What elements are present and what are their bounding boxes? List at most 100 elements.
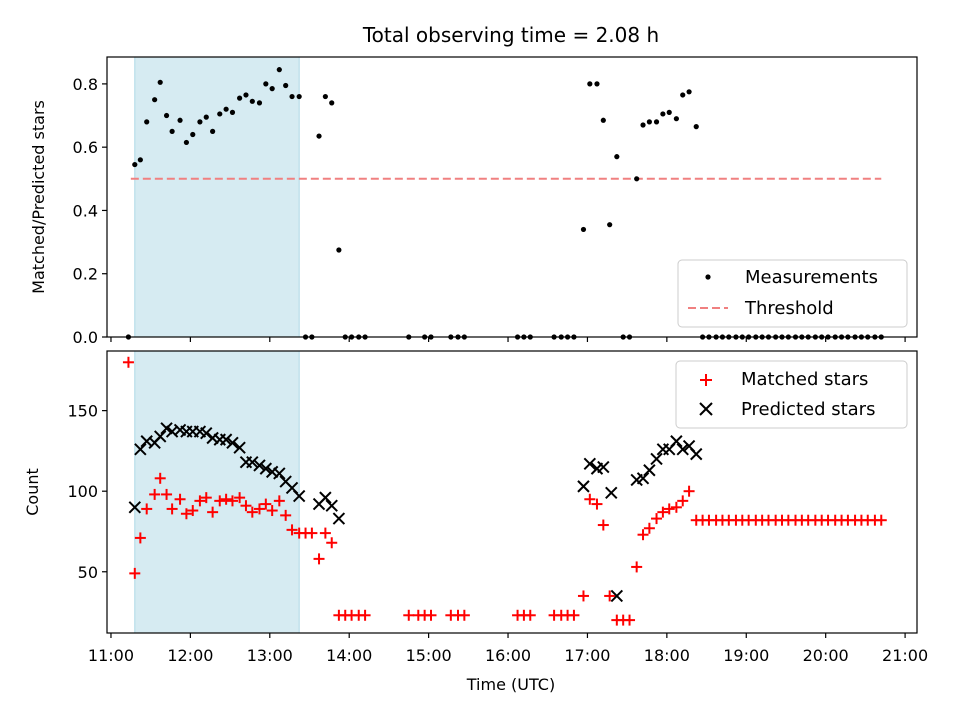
matched-star-point	[359, 609, 371, 621]
matched-star-point	[154, 472, 166, 484]
predicted-star-point	[325, 499, 338, 512]
measurement-point	[666, 109, 672, 115]
measurement-point	[229, 109, 236, 115]
x-tick-label: 19:00	[723, 646, 769, 665]
legend-matched-marker	[700, 374, 712, 386]
measurement-point	[594, 81, 600, 87]
matched-star-point	[180, 508, 192, 520]
top-axes-frame	[106, 56, 918, 338]
x-tick-label: 15:00	[406, 646, 452, 665]
legend-threshold-label: Threshold	[744, 298, 834, 319]
measurement-point	[646, 119, 652, 125]
bottom-legend: Matched stars Predicted stars	[675, 360, 908, 429]
x-tick-label: 17:00	[564, 646, 610, 665]
matched-star-point	[234, 492, 246, 504]
matched-star-point	[458, 609, 470, 621]
matched-star-point	[319, 527, 331, 539]
predicted-star-point	[670, 435, 683, 448]
predicted-star-point	[226, 436, 239, 450]
matched-star-point	[313, 553, 325, 565]
measurement-point	[190, 131, 196, 138]
matched-star-point	[134, 532, 146, 544]
bottom-axes-frame	[106, 350, 918, 634]
top-panel-ratio: 0.00.20.40.60.8 Matched/Predicted stars …	[29, 56, 918, 347]
matched-star-point	[597, 519, 609, 531]
bottom-legend-box	[675, 360, 908, 429]
predicted-star-point	[153, 430, 167, 443]
x-tick-label: 16:00	[485, 646, 531, 665]
legend-matched-label: Matched stars	[741, 369, 868, 390]
matched-star-point	[425, 609, 437, 621]
matched-star-point	[631, 561, 643, 573]
top-y-tick-label: 0.8	[73, 75, 98, 94]
matched-star-point	[657, 506, 669, 518]
legend-measurements-marker	[705, 274, 711, 280]
matched-star-point	[577, 590, 589, 602]
x-tick-label: 13:00	[247, 646, 293, 665]
matched-star-point	[220, 493, 232, 505]
matched-star-point	[403, 609, 415, 621]
measurement-point	[152, 97, 158, 103]
measurement-point	[640, 122, 646, 128]
measurement-point	[169, 128, 175, 134]
observing-window-span-top	[134, 56, 300, 338]
matched-stars-points	[122, 356, 887, 626]
measurement-point	[183, 139, 190, 146]
bottom-x-axis: 11:00 12:00 13:00 14:00 15:00 16:00 17:00 18:00…	[88, 633, 928, 665]
predicted-star-point	[134, 443, 147, 456]
predicted-star-point	[273, 467, 286, 480]
bottom-y-tick-label: 150	[67, 402, 98, 421]
predicted-stars-points	[128, 422, 703, 603]
measurement-point	[243, 92, 249, 98]
predicted-star-point	[650, 452, 663, 466]
measurement-point	[693, 124, 699, 130]
matched-star-point	[260, 498, 272, 510]
measurement-point	[329, 100, 335, 106]
measurement-point	[256, 100, 263, 106]
predicted-star-point	[128, 501, 142, 514]
matched-star-point	[149, 488, 161, 500]
measurement-point	[223, 106, 229, 112]
top-y-tick-label: 0.4	[73, 201, 98, 220]
bottom-y-axis-label: Count	[23, 468, 42, 516]
predicted-star-point	[206, 431, 219, 445]
matched-star-point	[663, 503, 675, 515]
matched-star-point	[253, 503, 265, 515]
measurement-point	[607, 222, 613, 228]
matched-star-point	[280, 509, 292, 521]
predicted-star-point	[246, 455, 259, 469]
matched-star-point	[129, 567, 141, 579]
matched-star-point	[174, 493, 186, 505]
predicted-star-point	[160, 422, 173, 435]
matched-star-point	[161, 488, 173, 500]
measurement-point	[197, 119, 203, 125]
measurement-point	[177, 117, 183, 123]
predicted-star-point	[643, 464, 656, 477]
predicted-star-point	[253, 459, 266, 472]
predicted-star-point	[265, 465, 279, 479]
matched-star-point	[273, 495, 285, 507]
measurement-point	[634, 176, 640, 182]
matched-star-point	[326, 537, 338, 549]
matched-star-point	[207, 506, 219, 518]
measurement-point	[144, 119, 150, 125]
measurement-point	[203, 114, 209, 120]
legend-predicted-label: Predicted stars	[741, 399, 875, 420]
x-tick-label: 20:00	[803, 646, 849, 665]
measurement-point	[217, 111, 223, 117]
matched-star-point	[604, 590, 616, 602]
measurement-point	[289, 93, 295, 100]
measurement-point	[157, 79, 163, 85]
matched-star-point	[637, 529, 649, 541]
matched-star-point	[166, 503, 178, 515]
predicted-star-point	[259, 462, 273, 475]
legend-predicted-marker	[699, 402, 713, 416]
predicted-star-point	[636, 472, 650, 485]
predicted-star-point	[577, 480, 590, 493]
top-y-tick-label: 0.2	[73, 265, 98, 284]
predicted-star-point	[690, 447, 703, 461]
predicted-star-point	[605, 486, 618, 500]
top-x-ticks	[110, 337, 906, 342]
measurement-point	[680, 92, 686, 98]
